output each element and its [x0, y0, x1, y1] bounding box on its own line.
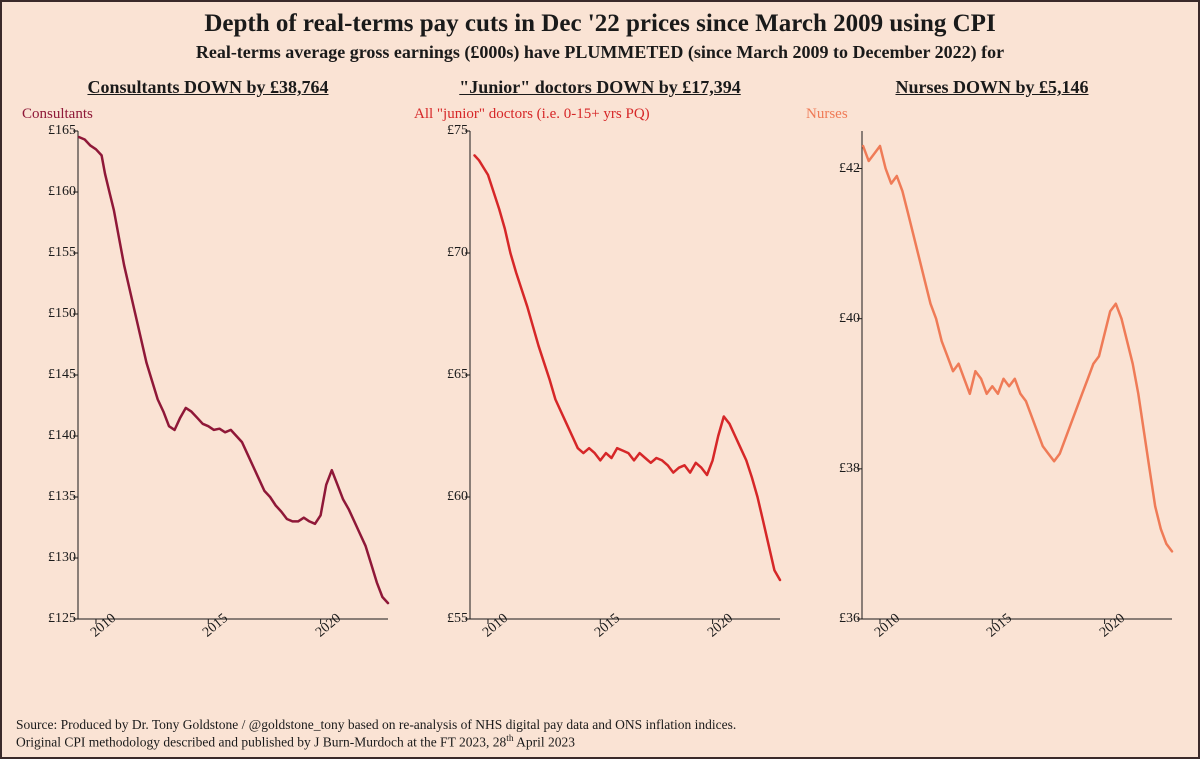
panel-title: Nurses DOWN by £5,146 — [802, 77, 1182, 98]
chart-frame: Depth of real-terms pay cuts in Dec '22 … — [0, 0, 1200, 759]
data-line — [79, 137, 388, 603]
chart-svg — [18, 125, 398, 665]
chart-area: £125£130£135£140£145£150£155£160£1652010… — [18, 125, 398, 665]
series-label: All "junior" doctors (i.e. 0-15+ yrs PQ) — [414, 106, 790, 123]
footer-line1: Source: Produced by Dr. Tony Goldstone /… — [16, 717, 1184, 734]
series-label: Consultants — [22, 106, 398, 123]
main-title: Depth of real-terms pay cuts in Dec '22 … — [10, 10, 1190, 38]
panel-title: "Junior" doctors DOWN by £17,394 — [410, 77, 790, 98]
footer-source: Source: Produced by Dr. Tony Goldstone /… — [16, 717, 1184, 751]
panel-title: Consultants DOWN by £38,764 — [18, 77, 398, 98]
series-label: Nurses — [806, 106, 1182, 123]
data-line — [475, 155, 781, 580]
chart-area: £55£60£65£70£75201020152020 — [410, 125, 790, 665]
title-block: Depth of real-terms pay cuts in Dec '22 … — [10, 10, 1190, 63]
panel-juniors: "Junior" doctors DOWN by £17,394 All "jun… — [410, 77, 790, 677]
panel-consultants: Consultants DOWN by £38,764 Consultants £1… — [18, 77, 398, 677]
chart-svg — [802, 125, 1182, 665]
chart-svg — [410, 125, 790, 665]
sub-title: Real-terms average gross earnings (£000s… — [10, 42, 1190, 63]
panels-row: Consultants DOWN by £38,764 Consultants £1… — [10, 77, 1190, 677]
data-line — [863, 146, 1172, 551]
chart-area: £36£38£40£42201020152020 — [802, 125, 1182, 665]
footer-line2: Original CPI methodology described and p… — [16, 734, 1184, 751]
panel-nurses: Nurses DOWN by £5,146 Nurses £36£38£40£422… — [802, 77, 1182, 677]
